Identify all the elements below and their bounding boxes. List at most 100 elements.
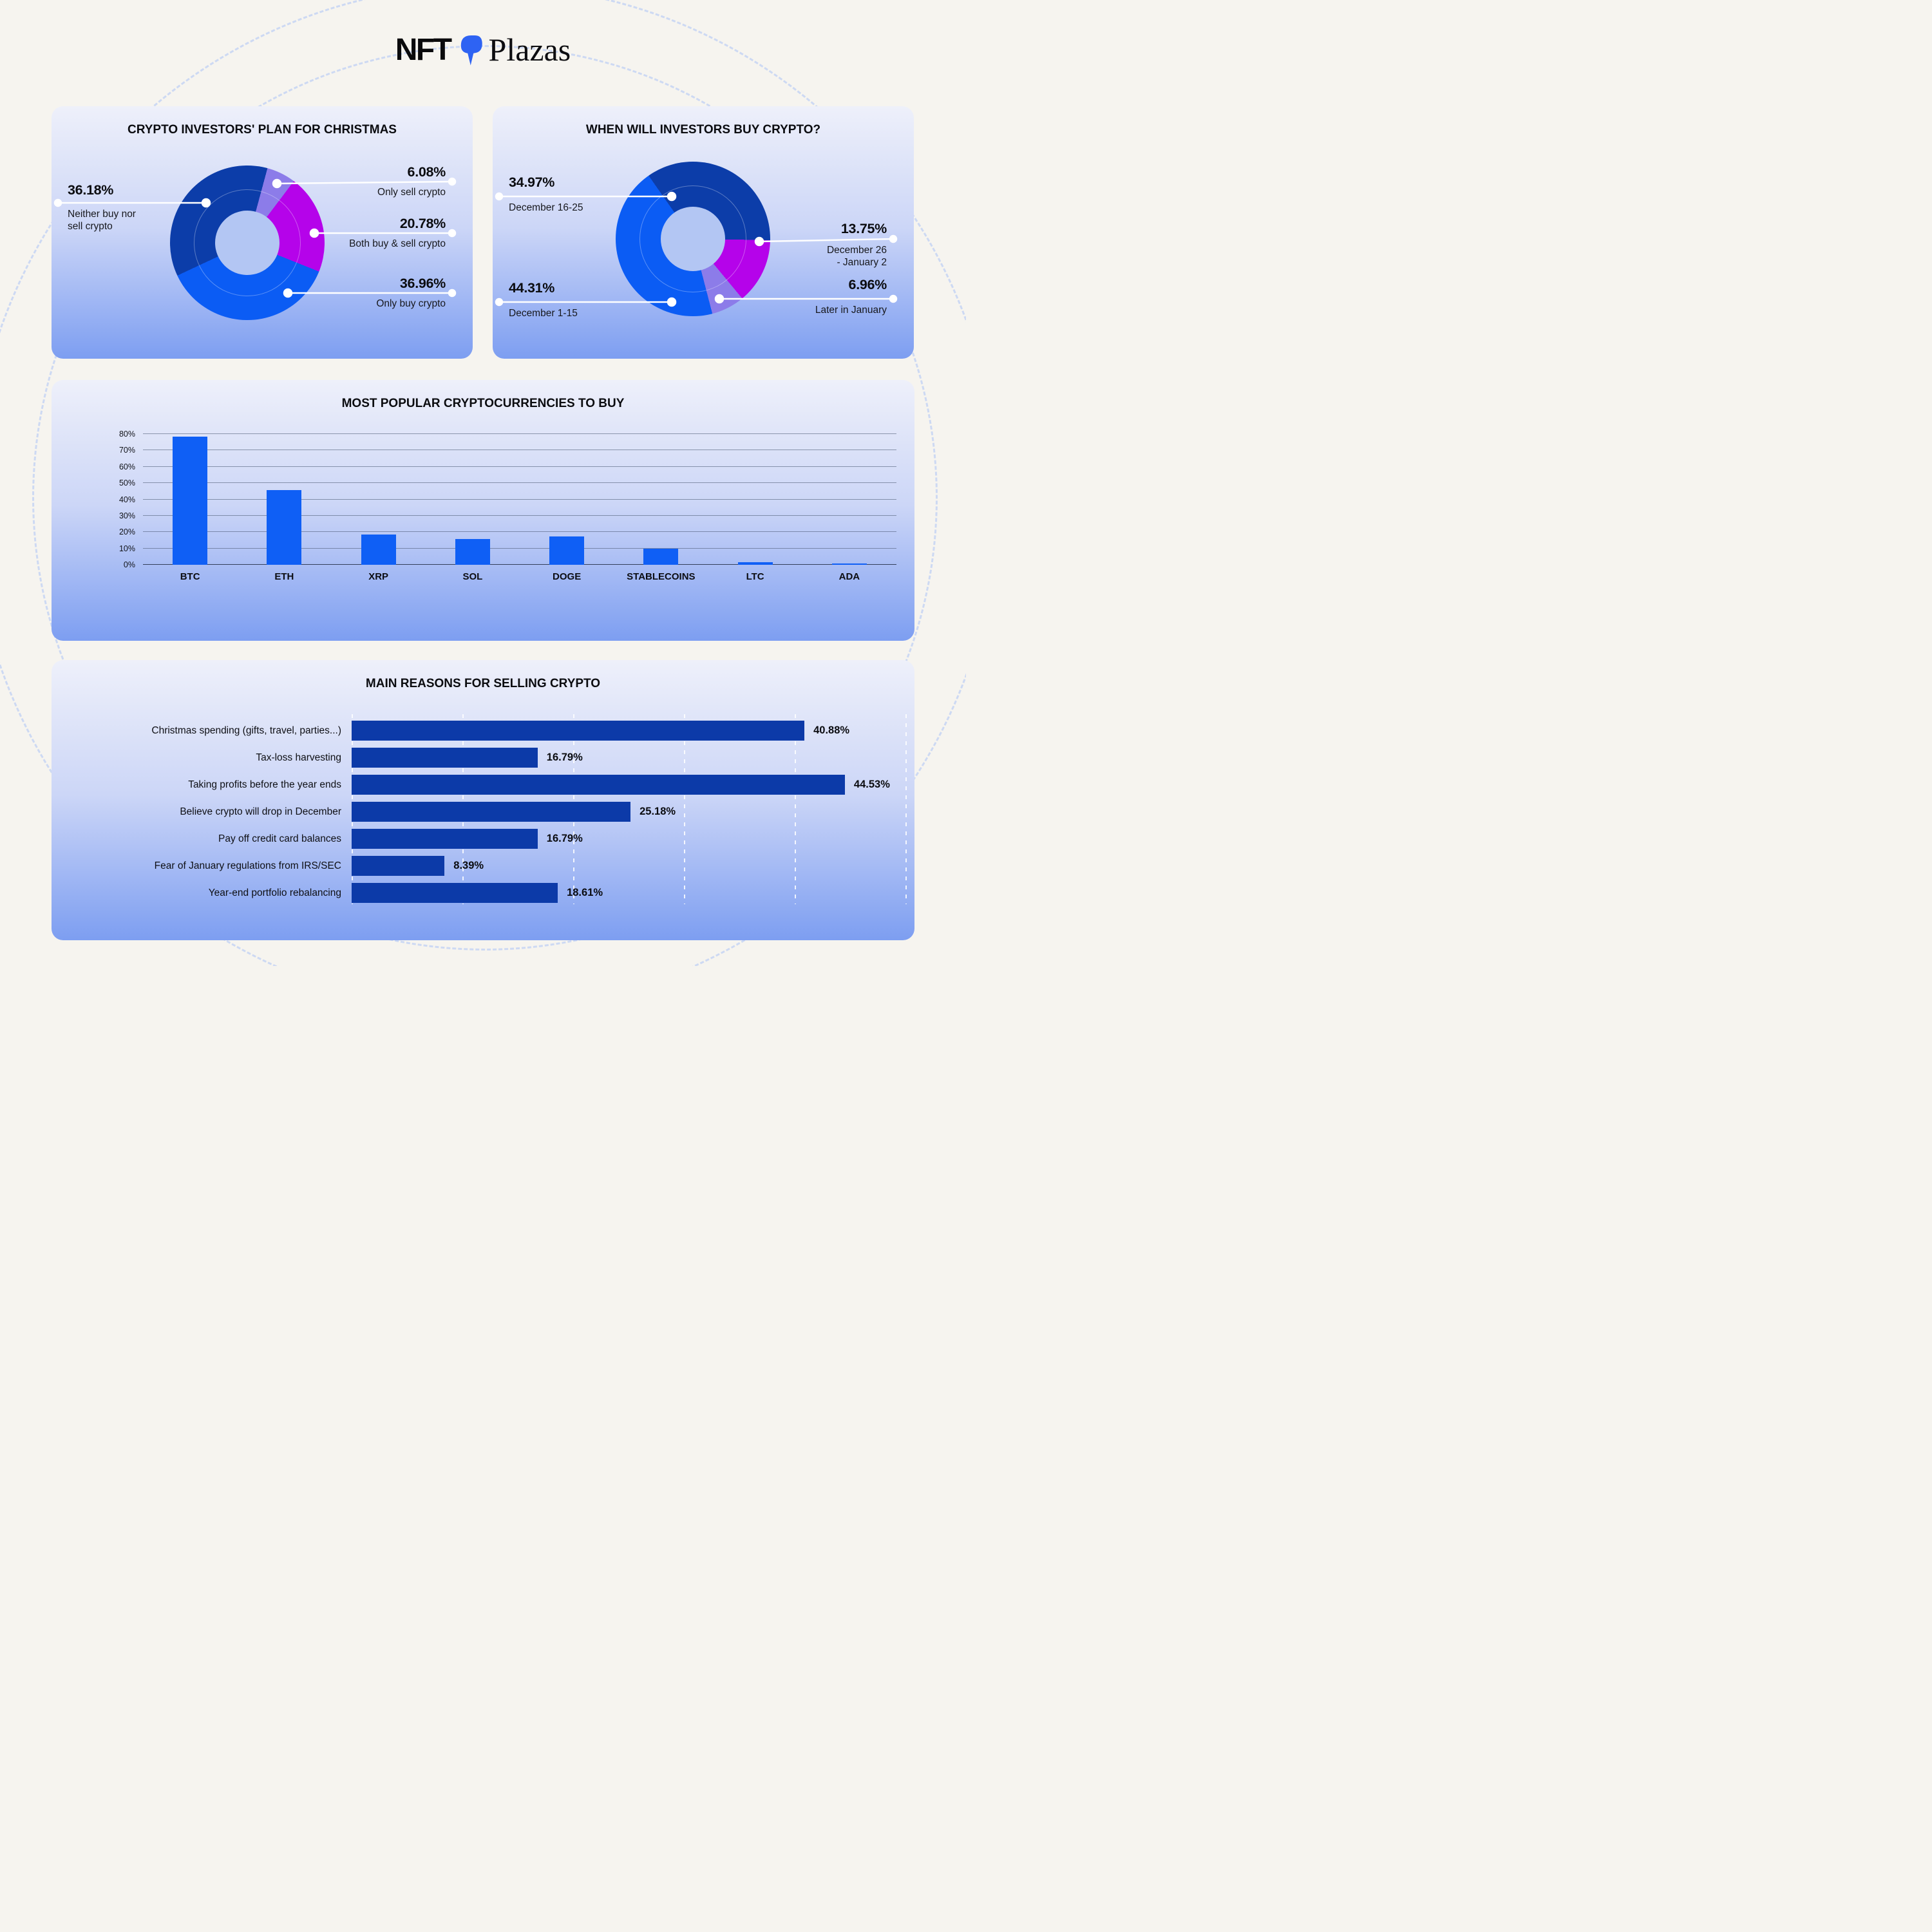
slice-caption: Only sell crypto [377,187,446,198]
reason-row: Christmas spending (gifts, travel, parti… [64,721,896,741]
slice-value: 13.75% [840,221,887,236]
bar-slot [332,434,426,565]
y-tick-label: 10% [118,544,135,553]
bar-track: 44.53% [352,775,896,795]
reason-value: 44.53% [853,779,890,790]
bar-track: 40.88% [352,721,896,741]
gridline [143,433,896,434]
donut-hole [215,211,279,275]
slice-label-only-sell: 6.08% [343,164,446,180]
dashed-gridline [684,714,685,904]
bar-xrp [361,535,396,565]
logo-text-plazas: Plazas [488,32,571,68]
infographic-page: NFT Plazas CRYPTO INVESTORS' PLAN FOR CH… [0,0,966,966]
slice-value: 34.97% [509,175,555,190]
reason-label: Fear of January regulations from IRS/SEC [154,860,341,871]
bar-track: 18.61% [352,883,896,903]
reason-label: Year-end portfolio rebalancing [208,887,341,898]
bar-slot [614,434,708,565]
bar-slot [237,434,331,565]
reason-label: Believe crypto will drop in December [180,806,341,817]
gridline [143,515,896,516]
gridline [143,531,896,533]
reason-value: 16.79% [546,752,583,763]
reason-bar [352,829,538,849]
reason-bar [352,856,445,876]
category-label: STABLECOINS [627,571,696,582]
slice-value: 44.31% [509,280,555,296]
donut-inner-ring [194,189,301,296]
y-tick-label: 80% [118,430,135,439]
category-label: XRP [368,571,389,582]
slice-caption: Only buy crypto [376,298,446,309]
reason-bar [352,748,538,768]
y-tick-label: 70% [118,446,135,455]
slice-value: 20.78% [399,216,446,231]
slice-caption: Both buy & sell crypto [349,238,446,249]
reason-bar [352,802,631,822]
card-title: CRYPTO INVESTORS' PLAN FOR CHRISTMAS [128,123,397,137]
bar-track: 16.79% [352,748,896,768]
category-label: BTC [180,571,200,582]
card-popular-cryptos: MOST POPULAR CRYPTOCURRENCIES TO BUY 80%… [52,380,914,641]
donut-chart-christmas-plan [170,166,325,320]
reason-value: 40.88% [813,724,850,736]
nft-plazas-logo: NFT Plazas [0,31,966,68]
slice-label-dec26-jan2: 13.75% [784,221,887,237]
bar-slot [426,434,520,565]
reason-row: Believe crypto will drop in December 25.1… [64,802,896,822]
bar-track: 25.18% [352,802,896,822]
slice-caption: December 1-15 [509,308,578,319]
reason-value: 25.18% [639,806,676,817]
bar-ltc [737,562,773,565]
slice-value: 6.08% [407,164,446,180]
bar-track: 8.39% [352,856,896,876]
donut-chart-when-buy [616,162,770,316]
x-axis-categories: BTC ETH XRP SOL DOGE STABLECOINS LTC ADA [143,571,896,582]
category-label: LTC [746,571,764,582]
slice-label-only-buy: 36.96% [343,276,446,292]
y-axis: 80% 70% 60% 50% 40% 30% 20% 10% 0% [102,430,143,569]
logo-pin-icon [460,35,482,65]
gridline [143,564,896,565]
gridline [143,482,896,484]
slice-label-dec16-25: 34.97% [509,175,554,191]
slice-label-neither: 36.18% [68,182,113,198]
reason-value: 16.79% [546,833,583,844]
dashed-gridline [905,714,907,904]
y-tick-label: 30% [118,511,135,520]
bar-doge [549,536,585,565]
reason-label: Tax-loss harvesting [256,752,341,763]
slice-value: 6.96% [848,277,887,292]
bar-eth [267,489,302,565]
reason-row: Taking profits before the year ends 44.53… [64,775,896,795]
category-label: DOGE [553,571,582,582]
card-selling-reasons: MAIN REASONS FOR SELLING CRYPTO Christma… [52,660,914,940]
y-tick-label: 0% [123,560,135,569]
category-label: ETH [274,571,294,582]
horizontal-bar-chart: Christmas spending (gifts, travel, parti… [64,714,907,904]
gridline [143,498,896,500]
reason-label: Christmas spending (gifts, travel, parti… [151,724,341,736]
bar-btc [173,436,208,565]
card-title: MAIN REASONS FOR SELLING CRYPTO [365,677,601,690]
reason-label: Pay off credit card balances [218,833,341,844]
slice-caption: December 26 - January 2 [826,245,887,268]
gridline [143,466,896,467]
category-label: ADA [838,571,860,582]
donut-hole [661,207,725,271]
reason-bar [352,883,558,903]
bar-track: 16.79% [352,829,896,849]
card-title: WHEN WILL INVESTORS BUY CRYPTO? [585,123,821,137]
logo-text-nft: NFT [395,32,452,67]
bar-sol [455,539,490,565]
slice-caption: Later in January [815,305,887,316]
slice-value: 36.96% [399,276,446,291]
bar-rows: Christmas spending (gifts, travel, parti… [64,721,896,903]
y-tick-label: 20% [118,527,135,537]
donut-inner-ring [639,185,746,292]
slice-caption: December 16-25 [509,202,583,213]
reason-row: Pay off credit card balances 16.79% [64,829,896,849]
reason-label: Taking profits before the year ends [188,779,341,790]
reason-value: 18.61% [567,887,603,898]
